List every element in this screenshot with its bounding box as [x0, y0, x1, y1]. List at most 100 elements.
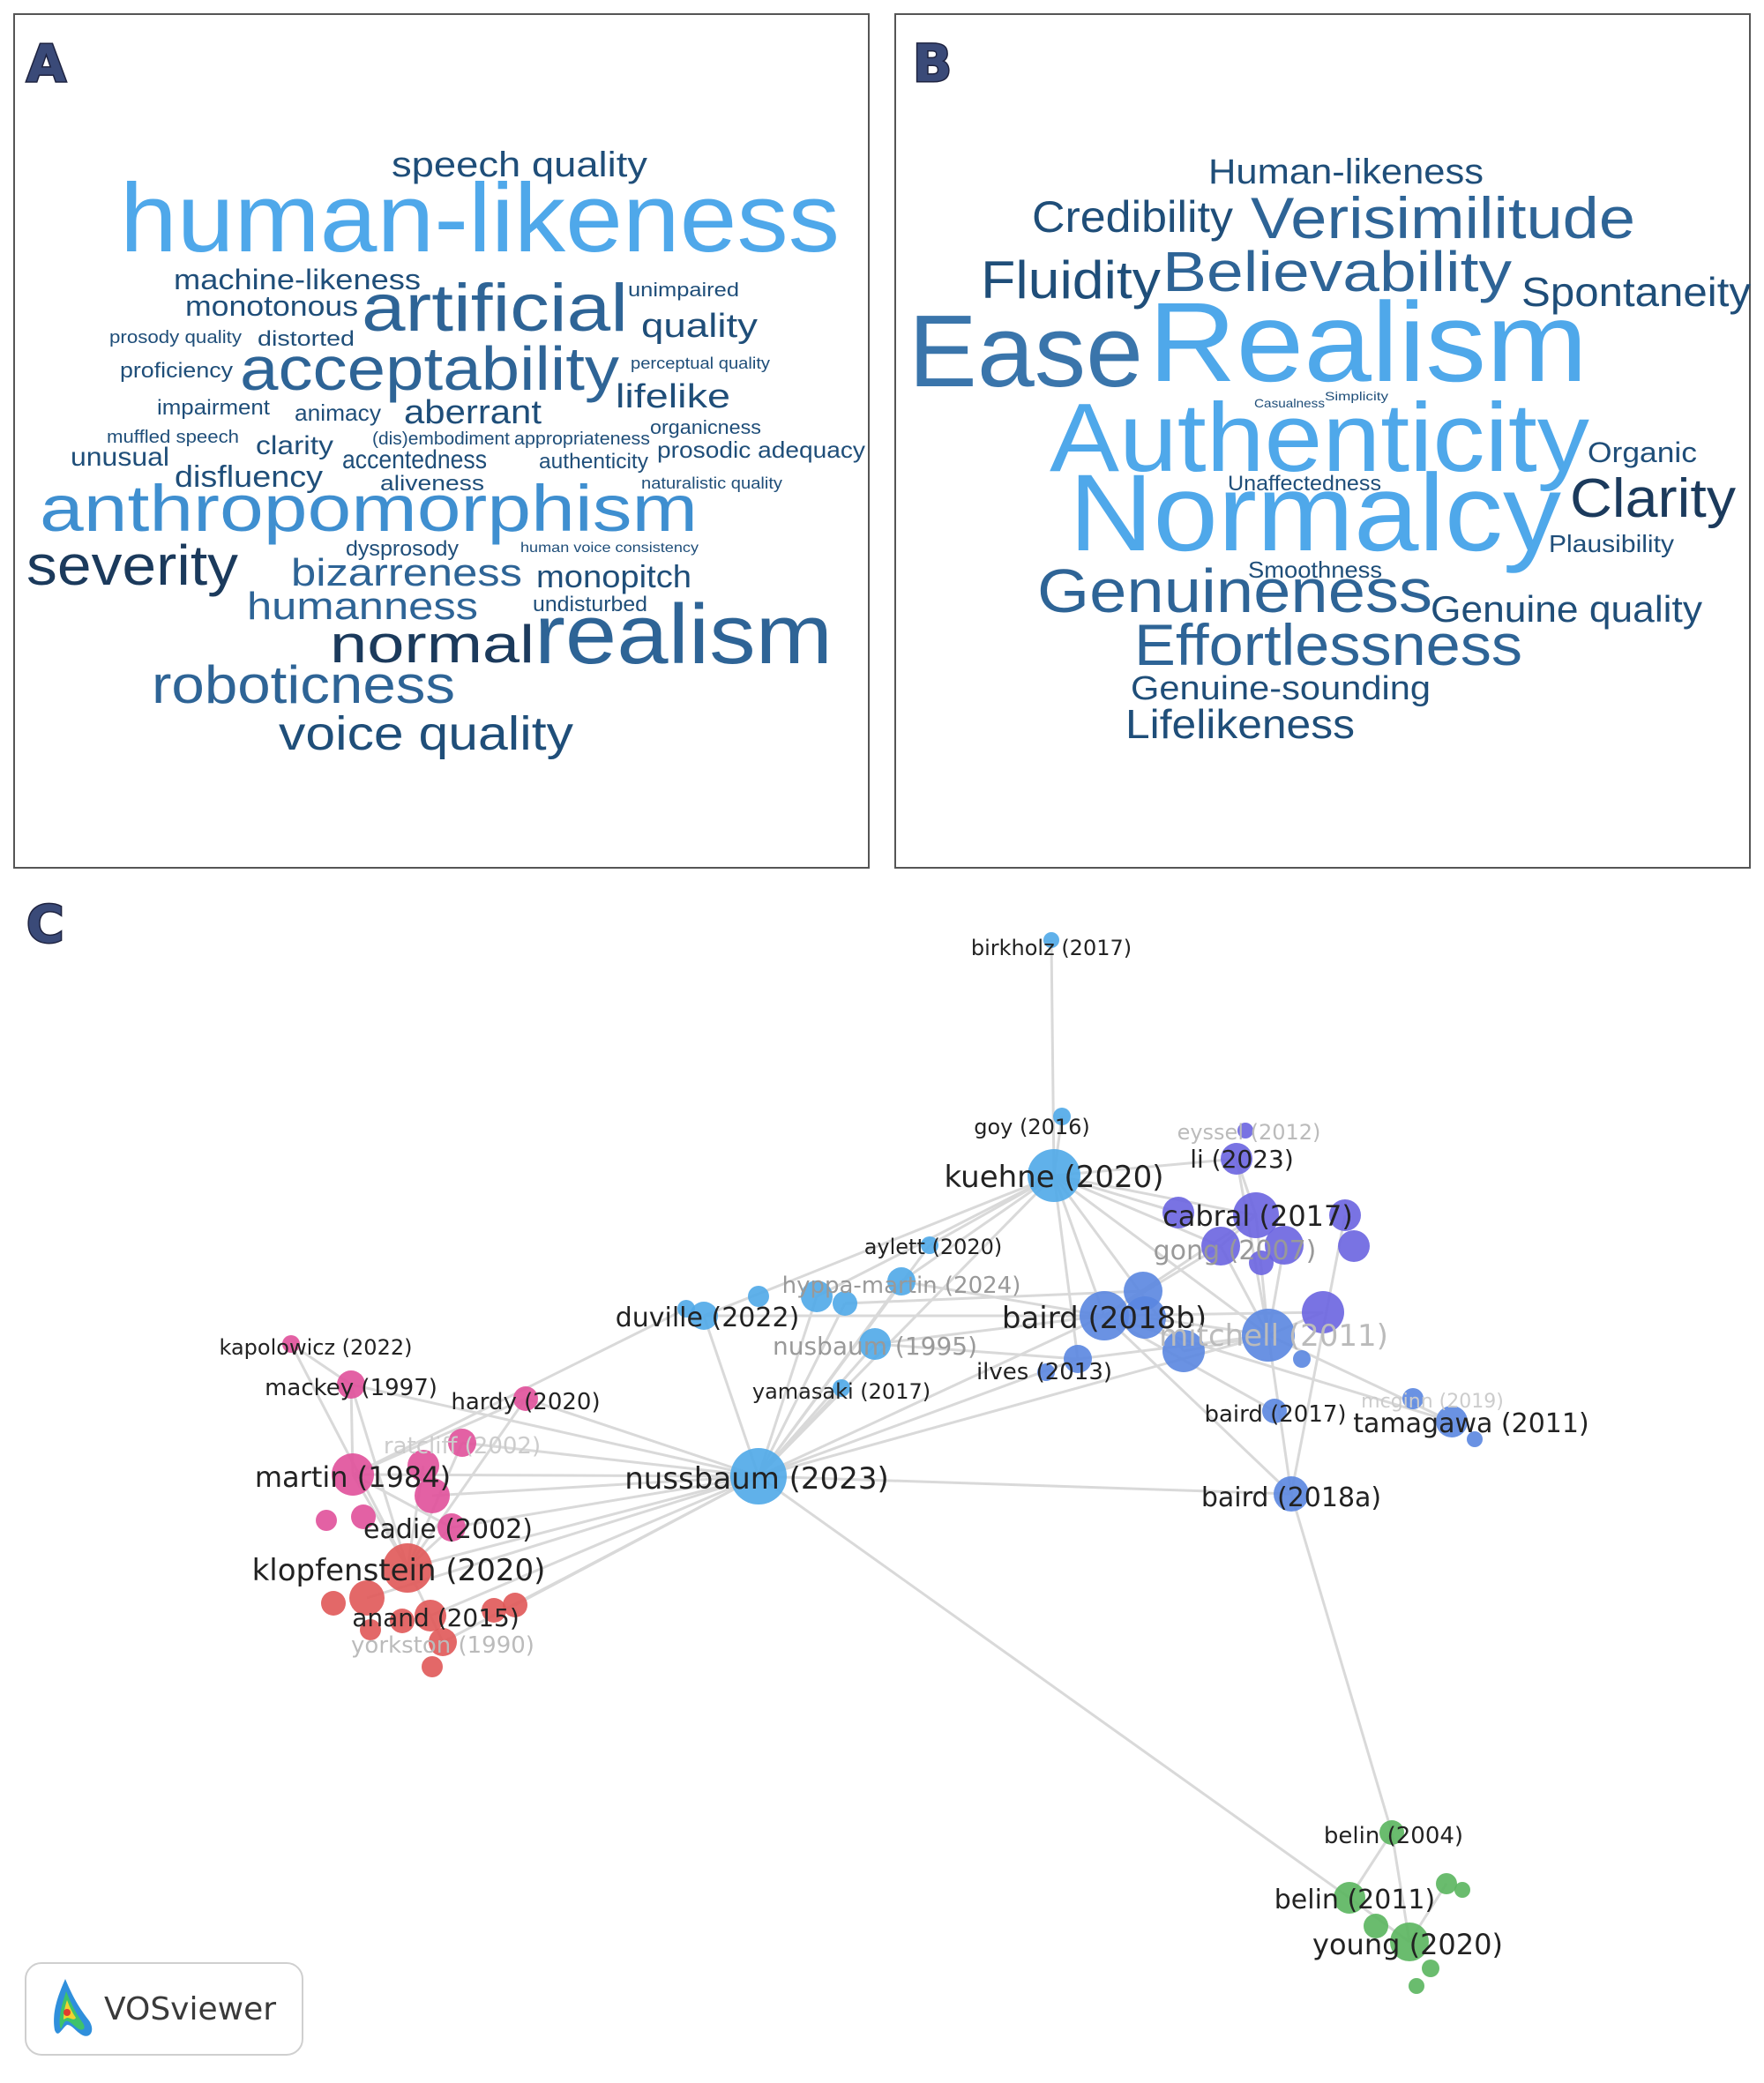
node-label-mcginn-2019: mcginn (2019) — [1361, 1391, 1504, 1413]
node-baird18b — [1080, 1291, 1129, 1340]
wc-b-word-authenticity: Authenticity — [1050, 384, 1589, 492]
node-b4 — [1162, 1330, 1205, 1372]
node-eadie — [437, 1513, 466, 1542]
wc-a-word-prosodic-adequacy: prosodic adequacy — [657, 437, 865, 463]
edge-nussbaum23-k2 — [366, 1475, 759, 1600]
edge-baird18b-nussbaum23 — [758, 1314, 1105, 1478]
node-anand — [415, 1600, 446, 1631]
wc-b-word-credibility: Credibility — [1032, 192, 1233, 242]
edge-hardy-klop — [406, 1398, 527, 1569]
wc-a-word-undisturbed: undisturbed — [533, 593, 647, 616]
node-g4 — [1249, 1251, 1274, 1275]
node-label-mitchell-2011: mitchell (2011) — [1159, 1318, 1388, 1354]
wc-b-word-spontaneity: Spontaneity — [1521, 269, 1751, 315]
wc-a-word-voice-quality: voice quality — [279, 707, 573, 760]
wc-a-word-disfluency: disfluency — [175, 460, 323, 494]
wc-a-word-muffled-speech: muffled speech — [107, 428, 239, 447]
wc-a-word-monopitch: monopitch — [536, 558, 691, 594]
wc-a-word-realism: realism — [534, 587, 833, 682]
edge-kuehne-hyppa — [901, 1174, 1055, 1283]
edge-nussbaum23-m1c — [431, 1475, 759, 1497]
node-mcginn — [1402, 1388, 1424, 1409]
wc-a-word-lifelike: lifelike — [616, 378, 730, 415]
wc-a-word-anthropomorphism: anthropomorphism — [40, 472, 698, 545]
node-label-tamagawa-2011: tamagawa (2011) — [1353, 1408, 1588, 1439]
wc-a-word-roboticness: roboticness — [152, 655, 455, 714]
edge-hyppa-baird18b — [901, 1280, 1105, 1318]
wc-a-word-monotonous: monotonous — [185, 290, 358, 322]
wc-a-word-aliveness: aliveness — [380, 472, 484, 496]
wc-b-word-fluidity: Fluidity — [981, 250, 1161, 310]
edge-kuehne-gong — [1053, 1174, 1222, 1248]
node-martin — [332, 1453, 374, 1496]
node-y20d — [1409, 1978, 1424, 1994]
vosviewer-label: VOSviewer — [104, 1991, 276, 2027]
node-ratcliff — [448, 1429, 476, 1457]
edge-mackey-klop — [349, 1384, 409, 1569]
node-label-eyssel-2012: eyssel (2012) — [1177, 1120, 1321, 1145]
panel-b-frame — [894, 13, 1751, 869]
node-c1 — [1162, 1197, 1194, 1228]
edge-nussbaum23-anand — [430, 1475, 759, 1617]
edge-c2-baird18a — [1289, 1214, 1347, 1495]
node-a3 — [360, 1619, 381, 1640]
node-label-yorkston-1990: yorkston (1990) — [351, 1632, 534, 1659]
node-h3 — [833, 1291, 857, 1316]
node-m2 — [1302, 1291, 1344, 1333]
vosviewer-badge: VOSviewer — [25, 1962, 303, 2056]
node-m1c — [415, 1478, 450, 1513]
wc-a-word-humanness: humanness — [247, 585, 478, 628]
node-label-young-2020: young (2020) — [1312, 1928, 1503, 1961]
edge-kuehne-li — [1053, 1157, 1237, 1177]
edge-nussbaum23-belin11 — [758, 1475, 1350, 1900]
node-goy — [1053, 1108, 1071, 1125]
node-label-hardy-2020: hardy (2020) — [451, 1389, 600, 1415]
node-label-martin-1984: martin (1984) — [255, 1460, 451, 1494]
node-label-ilves-2013: ilves (2013) — [976, 1359, 1112, 1385]
wc-b-word-genuine-sounding: Genuine-sounding — [1131, 670, 1431, 707]
node-g2 — [1265, 1226, 1304, 1265]
edge-kuehne-cabral — [1053, 1174, 1257, 1217]
edge-nussbaum23-ratcliff — [461, 1441, 759, 1478]
edge-ilves-nussbaum23 — [758, 1357, 1079, 1478]
wc-a-word-normal: normal — [330, 615, 534, 674]
wc-a-word-human-likeness: human-likeness — [120, 164, 840, 273]
edge-kuehne-h2 — [816, 1174, 1055, 1298]
node-label-eadie-2002: eadie (2002) — [363, 1514, 533, 1545]
wc-a-word-prosody-quality: prosody quality — [109, 328, 242, 347]
node-label-aylett-2020: aylett (2020) — [864, 1235, 1003, 1259]
node-label-belin-2004: belin (2004) — [1324, 1823, 1463, 1849]
edge-nussbaum23-eadie — [451, 1475, 759, 1529]
node-cabral — [1233, 1192, 1279, 1238]
node-a4 — [482, 1598, 506, 1623]
wc-a-word-organicness: organicness — [650, 416, 761, 438]
wc-a-word-dis-embodiment: (dis)embodiment — [372, 429, 510, 449]
edge-h3-nussbaum23 — [757, 1303, 847, 1477]
wc-b-word-organic: Organic — [1588, 437, 1697, 468]
node-label-mackey-1997: mackey (1997) — [265, 1375, 437, 1401]
wc-b-word-genuine-quality: Genuine quality — [1431, 588, 1702, 630]
node-y2 — [422, 1656, 443, 1677]
node-m1e — [351, 1504, 376, 1529]
node-label-yamasaki-2017: yamasaki (2017) — [752, 1379, 931, 1404]
node-label-baird-2018a: baird (2018a) — [1201, 1482, 1381, 1513]
node-y20b — [1364, 1914, 1388, 1938]
node-yorkston — [429, 1628, 457, 1656]
wc-b-word-simplicity: Simplicity — [1325, 389, 1388, 403]
node-a2 — [390, 1609, 415, 1633]
node-k2 — [349, 1580, 385, 1616]
edge-kuehne-mitchell — [1053, 1174, 1269, 1337]
edge-birkholz-kuehne — [1050, 939, 1056, 1176]
word-cloud-a: speech qualityhuman-likenessmachine-like… — [26, 146, 865, 760]
node-baird18a — [1274, 1476, 1309, 1512]
node-klop — [383, 1543, 432, 1593]
wc-b-word-ease: Ease — [908, 294, 1143, 408]
wc-a-word-aberrant: aberrant — [404, 394, 542, 431]
node-belin04 — [1379, 1820, 1404, 1845]
wc-a-word-machine-likeness: machine-likeness — [174, 264, 421, 295]
node-ilves — [1064, 1345, 1092, 1373]
edge-mitchell-tamagawa — [1267, 1333, 1453, 1423]
wc-a-word-authenticity: authenticity — [539, 450, 648, 474]
node-m3 — [1293, 1350, 1311, 1368]
